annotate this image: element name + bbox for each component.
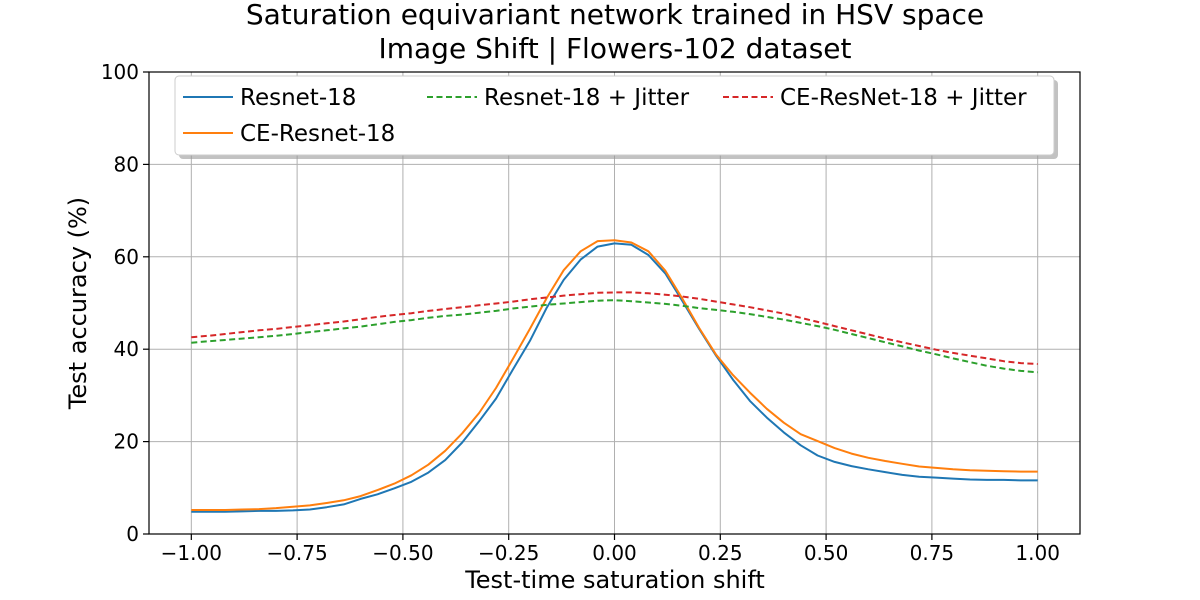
y-tick-label: 100: [101, 60, 139, 84]
y-tick-label: 20: [114, 430, 139, 454]
legend-label-resnet-18-jitter: Resnet-18 + Jitter: [484, 85, 690, 111]
x-tick-label: 0.50: [804, 541, 849, 565]
series-line-resnet-18: [191, 242, 1038, 513]
x-tick-label: 0.00: [592, 541, 637, 565]
y-tick-label: 60: [114, 245, 139, 269]
legend-label-resnet-18: Resnet-18: [240, 85, 356, 111]
chart-title: Saturation equivariant network trained i…: [246, 0, 984, 31]
series-layer: [191, 239, 1038, 513]
legend-frame: [174, 75, 1055, 156]
x-tick-label: −1.00: [161, 541, 222, 565]
chart-subtitle: Image Shift | Flowers-102 dataset: [378, 32, 851, 65]
legend-label-ce-resnet-18-jitter: CE-ResNet-18 + Jitter: [780, 85, 1027, 111]
series-line-ce-resnet-18: [191, 239, 1038, 511]
x-tick-label: 1.00: [1015, 541, 1060, 565]
series-line-ce-resnet-18-jitter: [191, 291, 1038, 365]
x-tick-label: −0.75: [266, 541, 327, 565]
x-tick-label: −0.25: [478, 541, 539, 565]
y-tick-label: 0: [126, 522, 139, 546]
x-tick-label: 0.75: [910, 541, 955, 565]
y-axis-label: Test accuracy (%): [64, 197, 92, 410]
y-tick-label: 40: [114, 337, 139, 361]
legend-label-ce-resnet-18: CE-Resnet-18: [240, 121, 395, 147]
x-tick-label: −0.50: [372, 541, 433, 565]
y-tick-label: 80: [114, 152, 139, 176]
x-tick-label: 0.25: [698, 541, 743, 565]
axis-layer: −1.00 −0.75 −0.50 −0.25 0.00 0.25 0.50 0.75 1.00…: [101, 60, 1081, 565]
legend: Resnet-18 Resnet-18 + Jitter CE-ResNet-18 …: [174, 75, 1058, 159]
x-axis-label: Test-time saturation shift: [464, 566, 765, 594]
